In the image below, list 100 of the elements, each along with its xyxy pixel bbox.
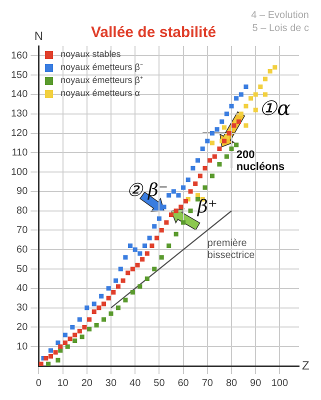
point <box>164 220 169 225</box>
x-tick-label: 40 <box>130 378 142 389</box>
point <box>202 166 208 170</box>
point <box>128 243 133 248</box>
point <box>56 358 60 362</box>
point <box>150 243 154 248</box>
point <box>38 362 44 366</box>
x-tick-label: 10 <box>57 378 69 389</box>
point <box>234 96 239 101</box>
y-tick-label: 140 <box>10 89 28 100</box>
point <box>138 284 142 289</box>
point <box>166 193 172 198</box>
point <box>174 208 178 214</box>
point <box>68 336 72 342</box>
y-tick-label: 30 <box>16 302 28 314</box>
point <box>212 154 217 159</box>
point <box>229 146 234 152</box>
y-tick-label: 10 <box>16 341 28 352</box>
point <box>116 284 120 289</box>
point <box>268 68 272 74</box>
text: 4 – Evolution <box>251 10 309 21</box>
point <box>48 348 53 353</box>
point <box>171 189 176 194</box>
point <box>53 350 58 355</box>
x-tick-label: 70 <box>202 378 214 389</box>
point <box>272 65 278 70</box>
x-tick-label: 30 <box>105 378 117 389</box>
point <box>244 84 248 89</box>
point <box>84 306 90 310</box>
annotation: première bissectrice <box>207 238 256 261</box>
point <box>77 317 82 322</box>
annotation: ①α <box>259 96 291 120</box>
point <box>56 340 60 345</box>
legend-label: noyaux émetteurs β⁺ <box>60 74 143 87</box>
point <box>102 317 106 322</box>
x-axis-title: Z <box>302 358 310 372</box>
point <box>224 154 229 159</box>
point <box>111 290 116 295</box>
point <box>154 236 160 240</box>
y-tick-label: 50 <box>16 264 28 275</box>
y-tick-label: 40 <box>16 283 28 294</box>
point <box>168 212 174 217</box>
point <box>138 251 142 256</box>
point <box>152 266 157 272</box>
annotation: 200 nucléons <box>236 148 286 174</box>
x-tick-label: 100 <box>271 378 288 389</box>
annotation: ② β⁻ <box>126 178 168 200</box>
point <box>108 311 114 316</box>
point <box>208 158 212 163</box>
x-tick-label: 60 <box>178 378 190 389</box>
point <box>166 243 172 248</box>
point <box>48 354 53 359</box>
point <box>106 286 111 291</box>
y-tick-label: 20 <box>16 322 28 333</box>
point <box>253 92 258 97</box>
point <box>174 232 178 236</box>
point <box>132 247 138 252</box>
point <box>210 174 214 178</box>
point <box>262 92 268 97</box>
point <box>224 112 229 116</box>
point <box>244 123 248 128</box>
x-tick-label: 90 <box>250 378 262 389</box>
annotation: β⁺ <box>197 196 218 218</box>
point <box>234 142 239 148</box>
legend-label: noyaux stables <box>60 48 121 61</box>
x-tick-label: 20 <box>81 378 93 389</box>
point <box>92 302 96 306</box>
y-axis-title: N <box>34 29 44 43</box>
point <box>181 220 186 225</box>
point <box>80 334 84 340</box>
point <box>217 146 222 152</box>
legend-label: noyaux émetteurs β⁻ <box>60 61 143 74</box>
point <box>226 131 232 136</box>
point <box>183 198 188 204</box>
point <box>162 204 166 210</box>
point <box>140 257 145 262</box>
point <box>222 138 227 144</box>
y-tick-label: 100 <box>10 166 28 178</box>
y-tick-label: 110 <box>12 147 28 158</box>
point <box>92 309 96 314</box>
point <box>159 255 164 260</box>
point <box>196 158 200 163</box>
point <box>72 332 78 338</box>
x-tick-label: 50 <box>154 378 166 389</box>
point <box>99 294 104 298</box>
point <box>186 178 190 182</box>
point <box>193 181 198 186</box>
point <box>156 216 162 221</box>
point <box>102 302 106 306</box>
point <box>126 270 130 276</box>
point <box>144 251 150 256</box>
y-tick-label: 120 <box>10 128 28 140</box>
point <box>188 208 193 214</box>
x-tick-label: 80 <box>226 378 238 389</box>
x-tick-label: 0 <box>36 378 42 389</box>
point <box>202 185 208 190</box>
point <box>118 266 123 272</box>
point <box>142 243 147 248</box>
point <box>159 228 164 233</box>
point <box>210 131 214 136</box>
